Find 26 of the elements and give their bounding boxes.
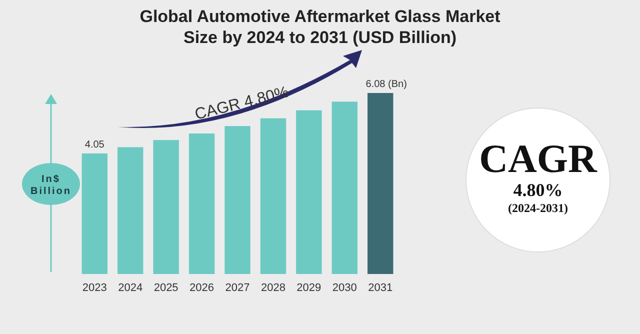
x-tick-label: 2029 [296, 282, 322, 294]
x-tick-label: 2031 [368, 282, 393, 294]
bar [188, 133, 215, 274]
data-label: 4.05 [84, 139, 105, 150]
x-tick-label: 2027 [225, 282, 250, 294]
bar [260, 118, 286, 274]
bar [332, 102, 358, 274]
text: CAGR [479, 136, 598, 181]
chart-title: Global Automotive Aftermarket Glass Market Size by 2024 to 2031 (USD Billion) [140, 7, 501, 47]
bar [82, 153, 108, 274]
x-tick-label: 2025 [154, 282, 178, 294]
y-axis-title: In$ Billion [30, 174, 72, 197]
annotation: CAGR 4.80% [193, 84, 291, 124]
x-tick-label: 2023 [82, 282, 107, 294]
data-label: 6.08 (Bn) [366, 79, 407, 90]
bar [296, 110, 322, 274]
bar [368, 93, 394, 274]
x-tick-label: 2030 [332, 282, 357, 294]
text: (2024-2031) [508, 201, 568, 215]
bar [118, 147, 144, 274]
x-tick-label: 2028 [260, 282, 286, 294]
bar [224, 126, 250, 274]
text: 4.80% [513, 180, 563, 200]
bar [153, 140, 179, 274]
x-tick-label: 2024 [118, 282, 143, 294]
x-tick-label: 2026 [190, 282, 214, 294]
